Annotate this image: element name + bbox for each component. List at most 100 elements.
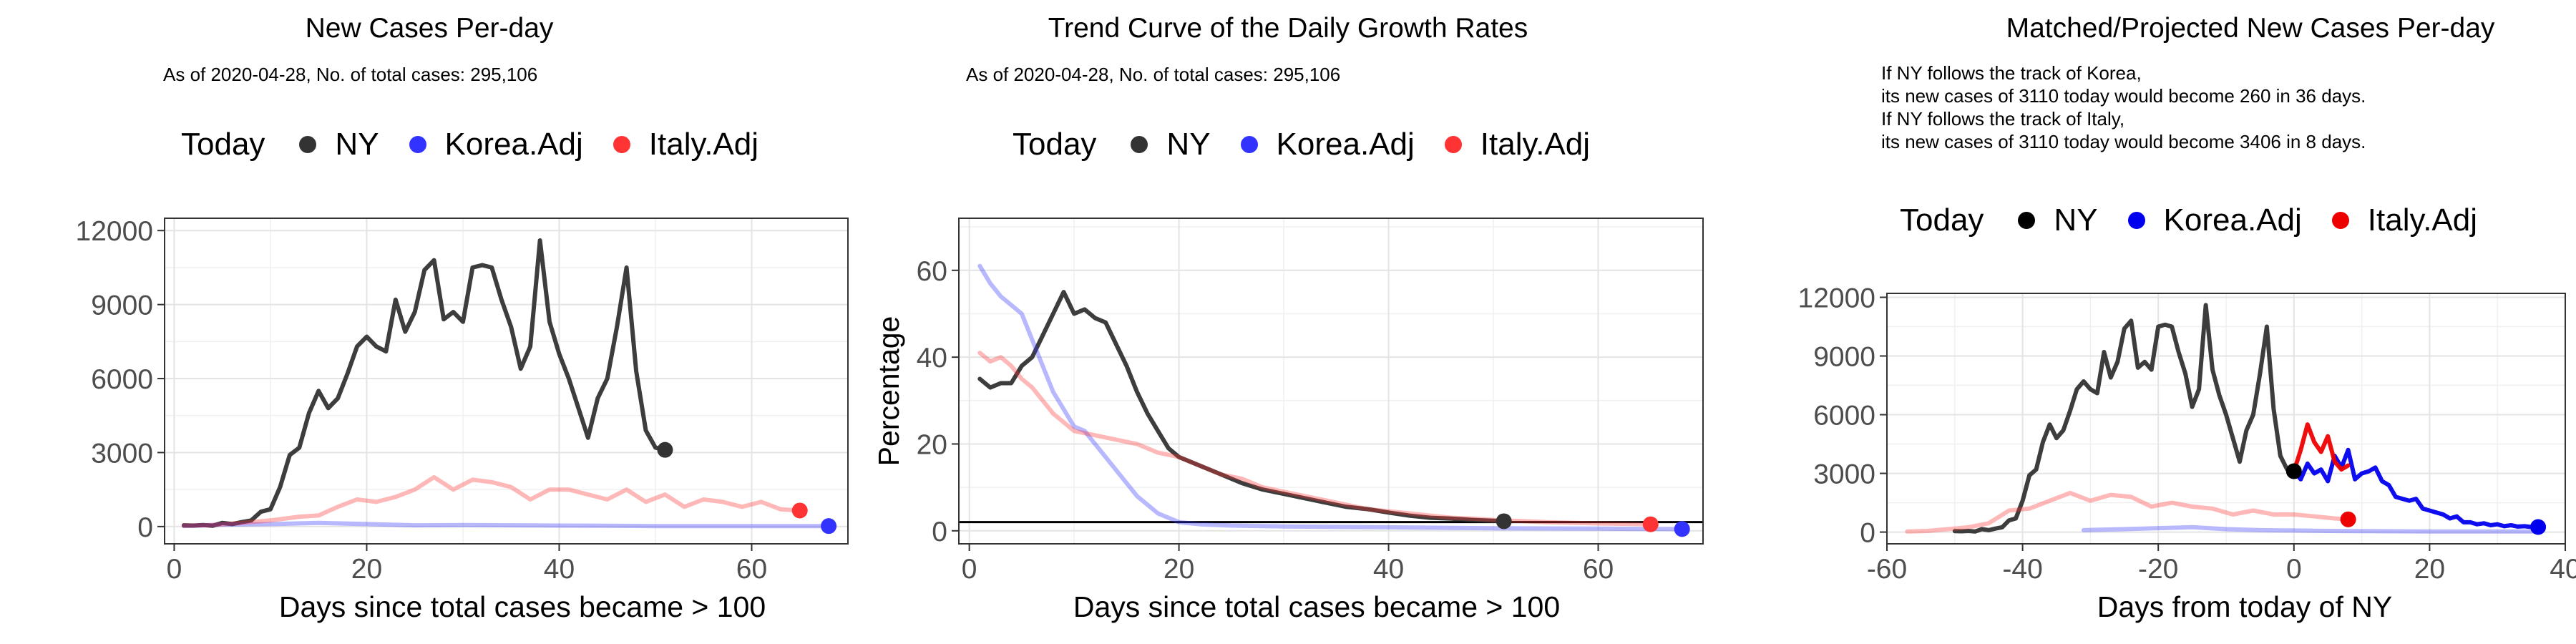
chart-annotation-line-1: If NY follows the track of Korea,	[1881, 62, 2142, 84]
x-tick-label: 40	[1373, 554, 1404, 585]
chart-title: New Cases Per-day	[305, 13, 554, 44]
y-tick-label: 0	[1860, 518, 1875, 549]
legend-label-ny: NY	[1166, 127, 1211, 162]
series-line-italy-adj	[977, 351, 1653, 527]
chart-plot: -60 -40 -20 0 20 40 0 3000 6000 9000 12000	[1798, 283, 2576, 585]
legend-title: Today	[1900, 203, 1984, 238]
x-tick-label: 40	[2550, 554, 2576, 585]
y-tick-label: 20	[917, 429, 947, 460]
y-tick-label: 12000	[1798, 283, 1875, 313]
chart-panel-growth-rates: Trend Curve of the Daily Growth Rates As…	[859, 0, 1717, 644]
today-marker-korea-adj	[821, 518, 837, 535]
legend-dot-ny	[1131, 136, 1148, 153]
y-tick-label: 0	[932, 517, 947, 547]
legend-item-korea: Korea.Adj	[394, 127, 583, 162]
today-marker-korea-adj	[2530, 519, 2547, 535]
today-marker-ny	[2285, 463, 2302, 479]
x-tick-label: -40	[2002, 554, 2042, 585]
series-line-italy-adj	[181, 474, 802, 528]
chart-plot: 0 20 40 60 0 20 40 60 Percentage	[872, 218, 1704, 585]
x-tick-label: 0	[962, 554, 977, 585]
legend-dot-ny	[299, 136, 317, 153]
legend-label-italy: Italy.Adj	[1480, 127, 1591, 162]
legend-item-italy: Italy.Adj	[597, 127, 758, 162]
y-tick-label: 3000	[91, 438, 153, 469]
legend-label-italy: Italy.Adj	[2367, 203, 2478, 238]
legend-title: Today	[181, 127, 265, 162]
series-line-korea-adj-history	[2081, 525, 2541, 534]
plot-border	[164, 218, 849, 545]
chart-legend: Today NY Korea.Adj Italy.Adj	[181, 127, 773, 162]
y-tick-label: 40	[917, 343, 947, 374]
x-tick-label: -20	[2138, 554, 2178, 585]
legend-item-italy: Italy.Adj	[1429, 127, 1590, 162]
legend-dot-italy	[1444, 136, 1462, 153]
chart-legend: Today NY Korea.Adj Italy.Adj	[1013, 127, 1604, 162]
y-tick-label: 9000	[1813, 342, 1875, 373]
legend-item-italy: Italy.Adj	[2316, 203, 2477, 238]
x-axis-label: Days since total cases became > 100	[1073, 590, 1561, 623]
legend-label-korea: Korea.Adj	[444, 127, 583, 162]
today-marker-italy-adj	[791, 502, 808, 519]
legend-item-ny: NY	[2002, 203, 2098, 238]
y-tick-label: 9000	[91, 291, 153, 321]
legend-title: Today	[1013, 127, 1097, 162]
legend-label-ny: NY	[2054, 203, 2098, 238]
legend-dot-korea	[2127, 212, 2145, 229]
x-axis-label: Days since total cases became > 100	[278, 590, 766, 623]
today-marker-ny	[1496, 513, 1512, 530]
legend-dot-italy	[613, 136, 630, 153]
legend-label-korea: Korea.Adj	[2163, 203, 2302, 238]
chart-title: Matched/Projected New Cases Per-day	[2006, 13, 2495, 44]
chart-annotation-line-4: its new cases of 3110 today would become…	[1881, 131, 2366, 152]
x-axis-label: Days from today of NY	[2097, 590, 2393, 623]
chart-plot: 0 20 40 60 0 3000 6000 9000 12000	[76, 216, 849, 585]
y-tick-label: 12000	[76, 216, 153, 247]
legend-label-ny: NY	[335, 127, 379, 162]
chart-panel-new-cases: New Cases Per-day As of 2020-04-28, No. …	[0, 0, 859, 644]
today-marker-korea-adj	[1674, 521, 1690, 537]
y-tick-label: 60	[917, 256, 947, 287]
legend-dot-korea	[409, 136, 426, 153]
series-line-korea-adj	[2291, 447, 2541, 530]
legend-item-ny: NY	[283, 127, 379, 162]
x-tick-label: -60	[1867, 554, 1907, 585]
y-tick-label: 6000	[91, 364, 153, 395]
today-marker-italy-adj	[1642, 516, 1659, 532]
today-marker-ny	[657, 441, 673, 458]
x-tick-label: 0	[2286, 554, 2302, 585]
y-tick-label: 6000	[1813, 401, 1875, 431]
plot-border	[1886, 293, 2566, 545]
x-tick-label: 60	[1583, 554, 1614, 585]
series-line-korea-adj	[977, 263, 1684, 532]
legend-dot-italy	[2331, 212, 2349, 229]
series-line-ny	[977, 290, 1506, 524]
chart-subtitle: As of 2020-04-28, No. of total cases: 29…	[163, 64, 538, 85]
x-tick-label: 20	[351, 554, 382, 585]
x-tick-label: 20	[1163, 554, 1194, 585]
series-line-italy-adj-history	[1905, 490, 2351, 534]
x-tick-label: 0	[167, 554, 182, 585]
plot-border	[958, 218, 1704, 545]
legend-label-korea: Korea.Adj	[1276, 127, 1415, 162]
y-tick-label: 3000	[1813, 459, 1875, 490]
today-marker-italy-adj	[2340, 511, 2356, 527]
legend-item-korea: Korea.Adj	[2112, 203, 2302, 238]
chart-title: Trend Curve of the Daily Growth Rates	[1048, 13, 1528, 44]
chart-annotation-line-3: If NY follows the track of Italy,	[1881, 108, 2125, 130]
x-tick-label: 40	[544, 554, 575, 585]
series-line-italy-adj	[2291, 422, 2351, 474]
chart-subtitle: As of 2020-04-28, No. of total cases: 29…	[966, 64, 1341, 85]
x-tick-label: 20	[2414, 554, 2445, 585]
x-tick-label: 60	[736, 554, 767, 585]
series-line-ny	[181, 238, 668, 528]
chart-panel-projected: Matched/Projected New Cases Per-day If N…	[1717, 0, 2576, 644]
legend-item-ny: NY	[1115, 127, 1211, 162]
series-line-ny	[1952, 303, 2296, 534]
chart-legend: Today NY Korea.Adj Italy.Adj	[1900, 203, 2492, 238]
legend-dot-ny	[2018, 212, 2036, 229]
y-tick-label: 0	[137, 512, 153, 543]
chart-annotation-line-2: its new cases of 3110 today would become…	[1881, 85, 2366, 107]
series-line-korea-adj	[181, 520, 831, 529]
legend-item-korea: Korea.Adj	[1225, 127, 1415, 162]
